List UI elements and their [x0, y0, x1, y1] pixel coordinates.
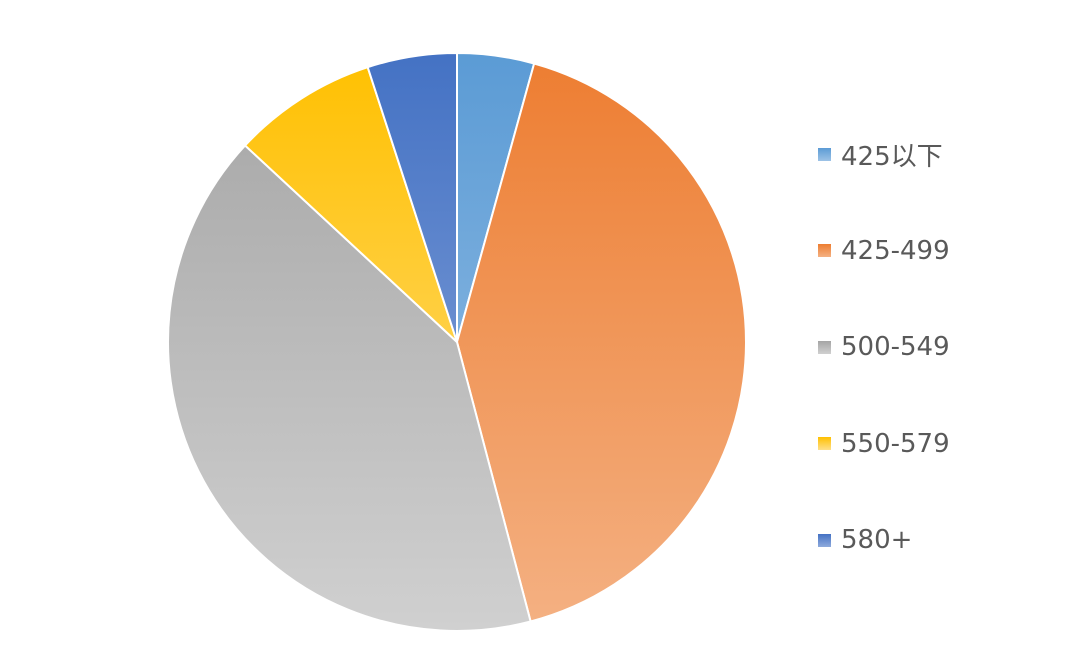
legend-label-425-below: 425以下: [841, 141, 943, 172]
pie-slice-580-plus: [366, 52, 458, 343]
legend-label-550-579: 550-579: [841, 428, 950, 459]
legend-swatch-580-plus: [818, 533, 831, 547]
pie-slices: [167, 52, 747, 632]
legend-swatch-500-549: [818, 340, 831, 354]
legend: 425以下 425-499 500-549 550-579 580+: [818, 126, 950, 609]
legend-label-500-549: 500-549: [841, 332, 950, 362]
legend-label-580-plus: 580+: [841, 525, 913, 555]
legend-swatch-425-499: [818, 244, 831, 257]
pie-slice-500-549: [167, 144, 532, 632]
legend-item-550-579: 550-579: [818, 416, 950, 472]
legend-item-425-499: 425-499: [818, 223, 950, 279]
legend-swatch-425-below: [818, 147, 831, 161]
legend-item-425-below: 425以下: [818, 126, 950, 182]
pie-slice-550-579: [244, 66, 458, 343]
legend-swatch-550-579: [818, 437, 831, 450]
legend-item-580-plus: 580+: [818, 512, 950, 568]
pie-slice-425-499: [456, 62, 747, 623]
legend-label-425-499: 425-499: [841, 235, 950, 266]
legend-item-500-549: 500-549: [818, 319, 950, 375]
